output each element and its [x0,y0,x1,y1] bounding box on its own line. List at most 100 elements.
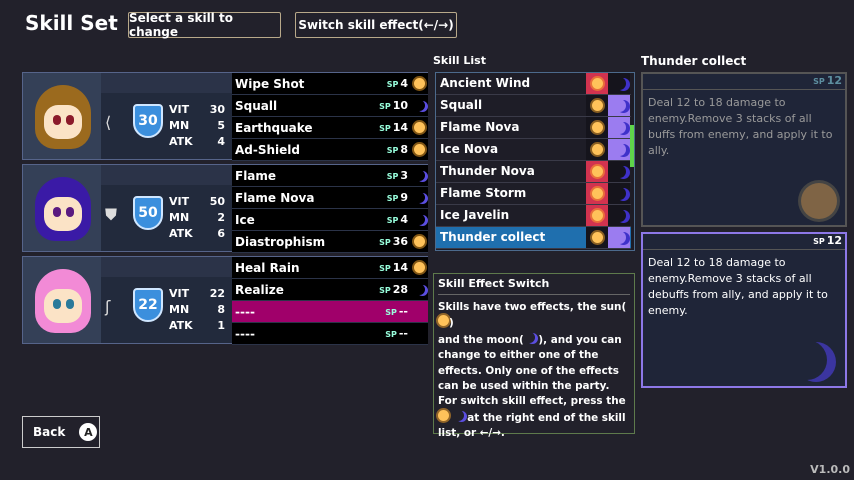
stat-atk: ATK 6 [169,227,225,240]
character-portrait [23,165,101,251]
select-skill-button[interactable]: Select a skill to change [128,11,281,39]
level-shield: 30 [133,104,163,138]
sun-icon [591,188,603,199]
character-portrait [23,73,101,159]
skill-slot[interactable]: Heal Rain SP 14 [232,257,428,279]
character-panel[interactable]: ⛊ 50 VIT 50 MN 2 ATK 6 Flame SP 3 Flame Nova SP 9 Ice… [22,164,428,253]
skill-slot[interactable]: ---- SP -- [232,301,428,323]
character-panel[interactable]: ʃ 22 VIT 22 MN 8 ATK 1 Heal Rain SP 14 Realize SP 28… [22,256,428,345]
sun-effect-box[interactable]: SP 12 Deal 12 to 18 damage to enemy.Remov… [641,72,847,227]
version: V1.0.0 [810,463,850,476]
moon-icon [613,77,626,90]
skill-slot[interactable]: Squall SP 10 [232,95,428,117]
moon-icon [787,340,827,380]
stat-atk: ATK 1 [169,319,225,332]
skill-effect-switch-help: Skill Effect Switch Skills have two effe… [433,273,635,439]
moon-icon [453,410,464,421]
sun-toggle[interactable] [586,205,608,226]
moon-toggle[interactable] [608,117,630,138]
skill-slot[interactable]: ---- SP -- [232,323,428,345]
skill-list-item[interactable]: Thunder Nova [436,161,631,183]
sun-icon [414,144,425,155]
shield-icon: ⛊ [105,205,118,224]
skill-list-item[interactable]: Squall [436,95,631,117]
moon-effect-box[interactable]: SP 12 Deal 12 to 18 damage to enemy.Remov… [641,232,847,388]
skill-slot[interactable]: Earthquake SP 14 [232,117,428,139]
stat-mn: MN 2 [169,211,225,224]
skill-list-label: Skill List [433,54,486,67]
moon-toggle[interactable] [608,95,630,116]
sun-icon [591,100,603,111]
moon-toggle[interactable] [608,139,630,160]
stat-vit: VIT 50 [169,195,225,208]
moon-toggle[interactable] [608,73,630,94]
sun-icon [414,78,425,89]
sun-icon [591,210,603,221]
moon-icon [613,99,626,112]
sun-icon [414,122,425,133]
skill-slot[interactable]: Flame Nova SP 9 [232,187,428,209]
sun-toggle[interactable] [586,95,608,116]
moon-icon [414,170,425,181]
moon-icon [613,121,626,134]
skill-slot[interactable]: Ice SP 4 [232,209,428,231]
moon-effect-text: Deal 12 to 18 damage to enemy.Remove 3 s… [648,256,828,317]
skill-list-item[interactable]: Ice Javelin [436,205,631,227]
back-button[interactable]: Back A [22,416,100,448]
sun-icon [414,236,425,247]
sun-icon [414,262,425,273]
switch-effect-button[interactable]: Switch skill effect(←/→) [295,12,457,38]
sp-label: SP [813,237,825,246]
moon-icon [613,209,626,222]
stat-vit: VIT 22 [169,287,225,300]
moon-toggle[interactable] [608,205,630,226]
sun-icon [591,122,603,133]
sun-toggle[interactable] [586,139,608,160]
back-label: Back [33,425,66,439]
skill-list-item[interactable]: Flame Nova [436,117,631,139]
moon-icon [414,100,425,111]
moon-icon [414,284,425,295]
moon-sp: 12 [826,234,842,247]
sun-icon [438,315,449,327]
sp-label: SP [813,77,825,86]
sun-toggle[interactable] [586,117,608,138]
skill-slot[interactable]: Wipe Shot SP 4 [232,73,428,95]
a-button-icon: A [79,423,98,441]
skill-slot[interactable]: Diastrophism SP 36 [232,231,428,253]
bow-icon: ⟨ [105,113,112,132]
skill-list-item[interactable]: Thunder collect [436,227,631,249]
page-title: Skill Set [25,11,118,35]
help-text: Skills have two effects, the sun() and t… [438,301,627,440]
stat-atk: ATK 4 [169,135,225,148]
moon-icon [613,165,626,178]
skill-list-item[interactable]: Ice Nova [436,139,631,161]
character-panel[interactable]: ⟨ 30 VIT 30 MN 5 ATK 4 Wipe Shot SP 4 Squall SP 10 Ea… [22,72,428,161]
skill-list-item[interactable]: Ancient Wind [436,73,631,95]
moon-toggle[interactable] [608,161,630,182]
sun-effect-text: Deal 12 to 18 damage to enemy.Remove 3 s… [648,96,833,157]
sun-toggle[interactable] [586,73,608,94]
moon-icon [613,231,626,244]
moon-icon [414,214,425,225]
skill-slot[interactable]: Ad-Shield SP 8 [232,139,428,161]
sun-icon [438,409,449,421]
scrollbar[interactable] [630,125,634,167]
sun-toggle[interactable] [586,227,608,248]
sun-toggle[interactable] [586,183,608,204]
moon-toggle[interactable] [608,183,630,204]
skill-slot[interactable]: Flame SP 3 [232,165,428,187]
sun-icon [591,144,603,155]
sun-toggle[interactable] [586,161,608,182]
moon-icon [524,332,535,343]
moon-toggle[interactable] [608,227,630,248]
help-title: Skill Effect Switch [438,277,630,295]
skill-list-item[interactable]: Flame Storm [436,183,631,205]
level-shield: 22 [133,288,163,322]
staff-icon: ʃ [105,297,111,316]
skill-slot[interactable]: Realize SP 28 [232,279,428,301]
sun-icon [591,166,603,177]
sun-icon [591,232,603,243]
sun-icon [801,183,837,219]
stat-mn: MN 8 [169,303,225,316]
